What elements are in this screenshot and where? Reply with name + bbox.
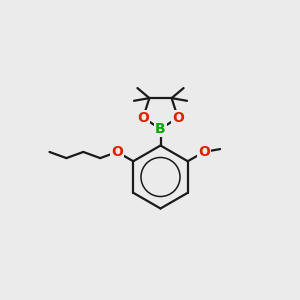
Text: O: O	[172, 111, 184, 124]
Text: O: O	[137, 111, 149, 124]
Text: O: O	[198, 145, 210, 159]
Text: O: O	[111, 145, 123, 159]
Text: B: B	[155, 122, 166, 136]
